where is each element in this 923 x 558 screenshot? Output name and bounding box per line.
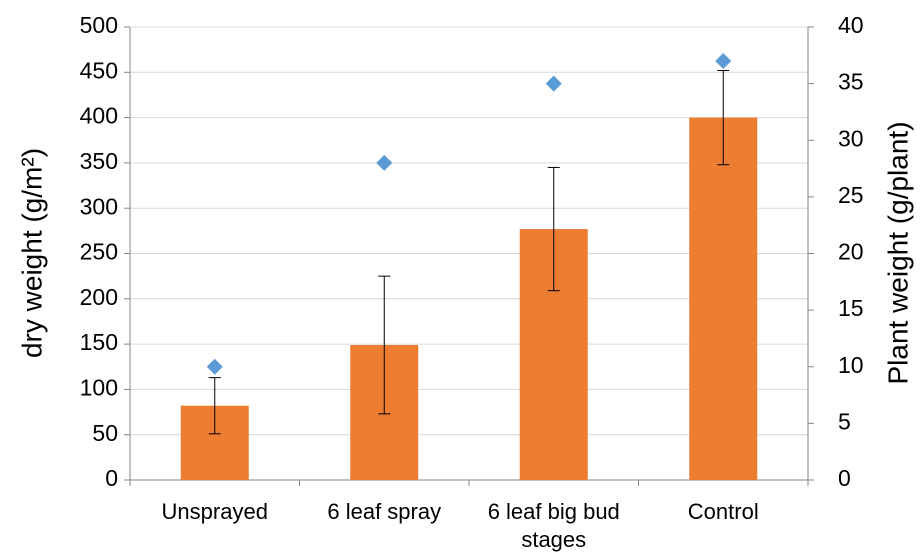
y-tick-label: 500	[80, 12, 118, 38]
y2-tick-label: 15	[838, 295, 864, 321]
y-tick-label: 350	[80, 148, 118, 174]
y2-tick-label: 20	[838, 239, 864, 265]
marker	[715, 52, 732, 69]
y2-axis-title: Plant weight (g/plant)	[882, 121, 913, 384]
y-tick-label: 150	[80, 329, 118, 355]
x-tick-label: Unsprayed	[161, 499, 268, 524]
y2-tick-label: 35	[838, 69, 864, 95]
y-tick-label: 200	[80, 284, 118, 310]
x-tick-label: Control	[687, 499, 759, 524]
marker	[376, 154, 393, 171]
marker	[206, 358, 223, 375]
y-tick-label: 250	[80, 239, 118, 265]
y-tick-label: 0	[105, 465, 118, 491]
bar	[689, 117, 758, 480]
y-tick-label: 400	[80, 103, 118, 129]
y-tick-label: 450	[80, 57, 118, 83]
y2-tick-label: 30	[838, 125, 864, 151]
y-tick-label: 50	[92, 420, 118, 446]
y-tick-label: 100	[80, 374, 118, 400]
y-tick-label: 300	[80, 193, 118, 219]
y2-tick-label: 10	[838, 352, 864, 378]
marker	[545, 75, 562, 92]
x-tick-label: 6 leaf spray	[327, 499, 442, 524]
y2-tick-label: 5	[838, 408, 851, 434]
y-axis-title: dry weight (g/m²)	[16, 148, 47, 358]
x-tick-label: 6 leaf big bud stages	[487, 499, 620, 552]
y2-tick-label: 40	[838, 12, 864, 38]
y2-tick-label: 25	[838, 182, 864, 208]
y2-tick-label: 0	[838, 465, 851, 491]
